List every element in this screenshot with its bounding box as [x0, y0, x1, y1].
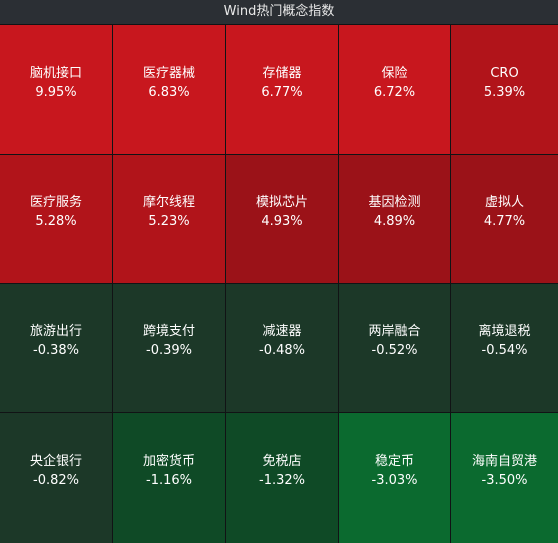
concept-change: -0.82%	[33, 473, 79, 488]
concept-tile[interactable]: 两岸融合 -0.52%	[339, 284, 450, 412]
concept-tile[interactable]: 离境退税 -0.54%	[451, 284, 558, 412]
concept-tile[interactable]: 基因检测 4.89%	[339, 155, 450, 283]
concept-name: 稳定币	[374, 454, 414, 469]
concept-tile[interactable]: 医疗服务 5.28%	[0, 155, 112, 283]
concept-name: 央企银行	[29, 454, 82, 469]
concept-name: 跨境支付	[142, 324, 195, 339]
concept-change: 4.89%	[373, 214, 416, 229]
concept-change: 6.83%	[148, 84, 190, 100]
concept-tile[interactable]: 减速器 -0.48%	[226, 284, 338, 412]
concept-tile[interactable]: 央企银行 -0.82%	[0, 413, 112, 543]
concept-change: 9.95%	[35, 84, 77, 100]
concept-tile[interactable]: 旅游出行 -0.38%	[0, 284, 112, 412]
concept-change: 5.23%	[148, 214, 190, 229]
concept-change: -0.39%	[146, 343, 192, 358]
concept-name: CRO	[490, 65, 519, 81]
concept-name: 基因检测	[368, 195, 421, 210]
concept-tile[interactable]: 模拟芯片 4.93%	[226, 155, 338, 283]
concept-tile[interactable]: 虚拟人 4.77%	[451, 155, 558, 283]
concept-change: -3.03%	[371, 473, 418, 488]
concept-name: 保险	[381, 65, 408, 81]
concept-change: 6.77%	[261, 84, 303, 100]
concept-name: 模拟芯片	[255, 195, 308, 210]
concept-name: 虚拟人	[484, 195, 524, 210]
concept-name: 脑机接口	[29, 65, 82, 81]
concept-name: 存储器	[262, 65, 302, 81]
concept-name: 减速器	[262, 324, 302, 339]
concept-change: -0.38%	[33, 343, 79, 358]
concept-name: 海南自贸港	[471, 454, 537, 469]
concept-name: 两岸融合	[368, 324, 421, 339]
concept-name: 免税店	[262, 454, 302, 469]
concept-tile[interactable]: 医疗器械 6.83%	[113, 25, 225, 154]
concept-tile[interactable]: 稳定币 -3.03%	[339, 413, 450, 543]
concept-change: 6.72%	[373, 84, 416, 100]
concept-tile[interactable]: CRO 5.39%	[451, 25, 558, 154]
concept-change: -1.16%	[146, 473, 192, 488]
concept-change: 4.93%	[261, 214, 303, 229]
title: Wind热门概念指数	[0, 0, 558, 24]
concept-change: 5.28%	[35, 214, 77, 229]
concept-change: -0.52%	[371, 343, 418, 358]
concept-tile[interactable]: 免税店 -1.32%	[226, 413, 338, 543]
heatmap-grid: 脑机接口 9.95% 医疗器械 6.83% 存储器 6.77% 保险 6.72% CRO 5.39…	[0, 25, 558, 543]
concept-tile[interactable]: 保险 6.72%	[339, 25, 450, 154]
concept-tile[interactable]: 摩尔线程 5.23%	[113, 155, 225, 283]
concept-tile[interactable]: 脑机接口 9.95%	[0, 25, 112, 154]
concept-change: -0.48%	[259, 343, 305, 358]
concept-tile[interactable]: 存储器 6.77%	[226, 25, 338, 154]
concept-change: -0.54%	[481, 343, 528, 358]
concept-name: 摩尔线程	[142, 195, 195, 210]
concept-name: 离境退税	[478, 324, 531, 339]
concept-change: -3.50%	[481, 473, 528, 488]
concept-name: 旅游出行	[29, 324, 82, 339]
concept-name: 医疗服务	[29, 195, 82, 210]
concept-change: 5.39%	[483, 84, 526, 100]
concept-tile[interactable]: 跨境支付 -0.39%	[113, 284, 225, 412]
concept-change: -1.32%	[259, 473, 305, 488]
concept-change: 4.77%	[483, 214, 526, 229]
concept-name: 医疗器械	[142, 65, 195, 81]
concept-tile[interactable]: 加密货币 -1.16%	[113, 413, 225, 543]
concept-name: 加密货币	[142, 454, 195, 469]
concept-tile[interactable]: 海南自贸港 -3.50%	[451, 413, 558, 543]
